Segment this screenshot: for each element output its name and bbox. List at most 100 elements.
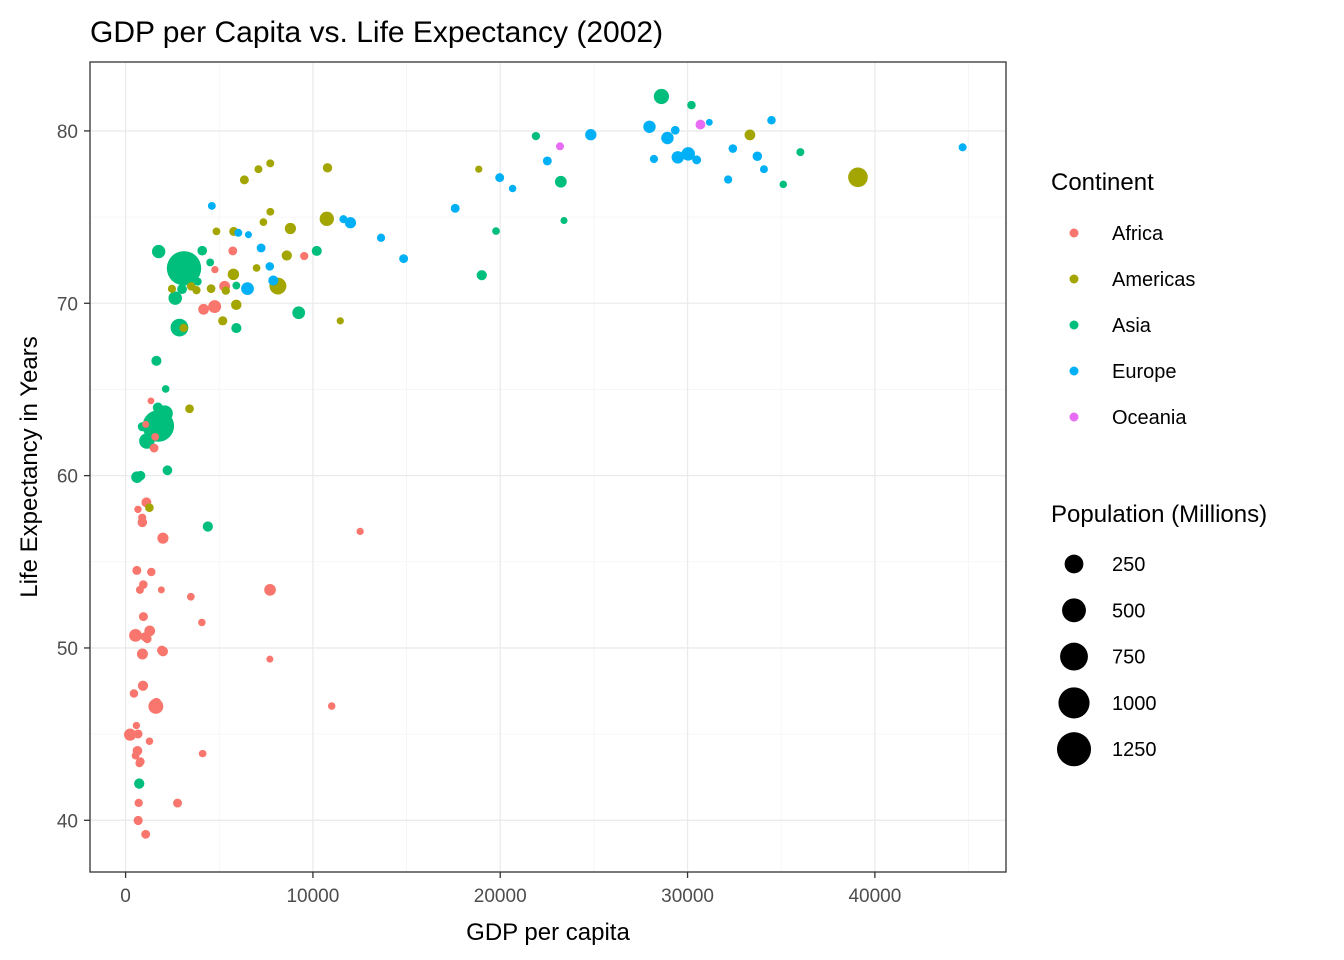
- y-tick-label: 50: [57, 639, 78, 660]
- legend-size-key: [1058, 687, 1090, 719]
- legend-key-asia: [1069, 320, 1079, 330]
- data-point-americas: [145, 503, 154, 512]
- data-point-europe: [241, 282, 254, 296]
- data-point-africa: [134, 505, 142, 514]
- data-point-africa: [145, 737, 154, 745]
- data-point-africa: [228, 246, 238, 256]
- data-point-europe: [759, 165, 768, 174]
- data-point-asia: [193, 277, 202, 286]
- legend-label-americas: Americas: [1112, 269, 1195, 291]
- data-point-europe: [244, 231, 252, 239]
- data-point-asia: [231, 323, 242, 334]
- data-point-europe: [752, 151, 763, 162]
- data-point-americas: [745, 130, 755, 140]
- data-point-asia: [135, 470, 146, 481]
- data-point-africa: [147, 567, 156, 577]
- data-point-americas: [266, 159, 275, 168]
- legend-key-europe: [1069, 366, 1079, 376]
- x-tick-label: 0: [120, 886, 131, 907]
- data-point-africa: [157, 532, 169, 544]
- x-tick-label: 20000: [474, 886, 527, 907]
- plot-panel-border: [89, 61, 1007, 873]
- data-point-asia: [197, 245, 208, 256]
- data-point-africa: [136, 648, 148, 660]
- data-point-americas: [167, 284, 177, 293]
- data-point-asia: [152, 244, 165, 258]
- data-point-asia: [560, 217, 568, 225]
- x-tick-label: 40000: [848, 886, 901, 907]
- y-tick-label: 80: [57, 122, 78, 143]
- legend-size-key: [1062, 598, 1086, 623]
- data-point-africa: [327, 702, 336, 710]
- data-point-europe: [450, 203, 460, 213]
- legend-continent: Continent Africa Americas Asia Europe Oceani…: [1051, 169, 1195, 429]
- data-point-africa: [124, 728, 137, 741]
- data-point-asia: [292, 306, 306, 320]
- data-point-americas: [475, 165, 483, 173]
- legend-key-americas: [1069, 274, 1079, 284]
- data-point-americas: [336, 317, 344, 325]
- legend-size-key: [1064, 554, 1084, 574]
- data-point-africa: [198, 303, 209, 315]
- data-point-africa: [300, 251, 309, 261]
- data-point-europe: [643, 120, 656, 133]
- data-point-europe: [339, 215, 348, 224]
- data-point-asia: [168, 291, 182, 305]
- data-point-africa: [264, 584, 276, 596]
- data-point-americas: [185, 404, 194, 414]
- data-point-africa: [151, 432, 160, 441]
- data-point-americas: [218, 316, 228, 326]
- y-tick-label: 60: [57, 467, 78, 488]
- data-point-europe: [728, 144, 738, 153]
- data-point-asia: [779, 180, 788, 189]
- data-point-africa: [131, 751, 140, 760]
- x-tick-label: 30000: [661, 886, 714, 907]
- data-point-europe: [399, 254, 409, 264]
- data-point-asia: [166, 251, 202, 286]
- x-axis-title: GDP per capita: [466, 919, 630, 946]
- data-point-asia: [151, 355, 162, 366]
- data-point-asia: [554, 175, 567, 188]
- data-point-africa: [151, 697, 162, 708]
- legend-size-label: 1250: [1112, 739, 1157, 761]
- data-point-asia: [796, 148, 805, 157]
- data-point-africa: [198, 618, 206, 627]
- data-point-europe: [234, 228, 243, 237]
- data-point-europe: [542, 156, 552, 166]
- data-points: [124, 88, 967, 839]
- data-point-americas: [239, 175, 249, 185]
- data-point-europe: [207, 201, 216, 210]
- data-point-asia: [202, 521, 213, 532]
- legend-size-label: 750: [1112, 647, 1145, 669]
- data-point-africa: [132, 721, 141, 730]
- data-point-europe: [681, 147, 695, 161]
- legend-label-europe: Europe: [1112, 361, 1177, 383]
- data-point-europe: [649, 154, 659, 164]
- legend-key-oceania: [1069, 412, 1079, 422]
- grid-minor: [90, 62, 1006, 872]
- legend-key-africa: [1069, 228, 1079, 238]
- data-point-asia: [311, 245, 322, 256]
- data-point-africa: [134, 798, 143, 808]
- data-point-africa: [142, 420, 150, 428]
- data-point-africa: [173, 798, 182, 808]
- legend-size-key: [1056, 732, 1092, 767]
- data-point-americas: [319, 211, 334, 226]
- data-point-asia: [162, 465, 173, 476]
- data-point-africa: [266, 655, 274, 663]
- data-point-americas: [284, 222, 297, 235]
- legend-label-africa: Africa: [1112, 223, 1164, 245]
- data-point-africa: [138, 513, 147, 522]
- data-point-asia: [206, 258, 215, 267]
- data-point-asia: [653, 88, 670, 105]
- data-point-americas: [192, 286, 201, 295]
- data-point-africa: [142, 634, 152, 644]
- data-point-africa: [198, 750, 206, 758]
- data-point-europe: [958, 143, 967, 152]
- legend-label-oceania: Oceania: [1112, 407, 1187, 429]
- data-point-asia: [687, 100, 696, 110]
- grid-major: [90, 62, 1006, 872]
- data-point-americas: [322, 163, 333, 173]
- data-point-europe: [344, 217, 357, 229]
- data-point-africa: [133, 729, 143, 739]
